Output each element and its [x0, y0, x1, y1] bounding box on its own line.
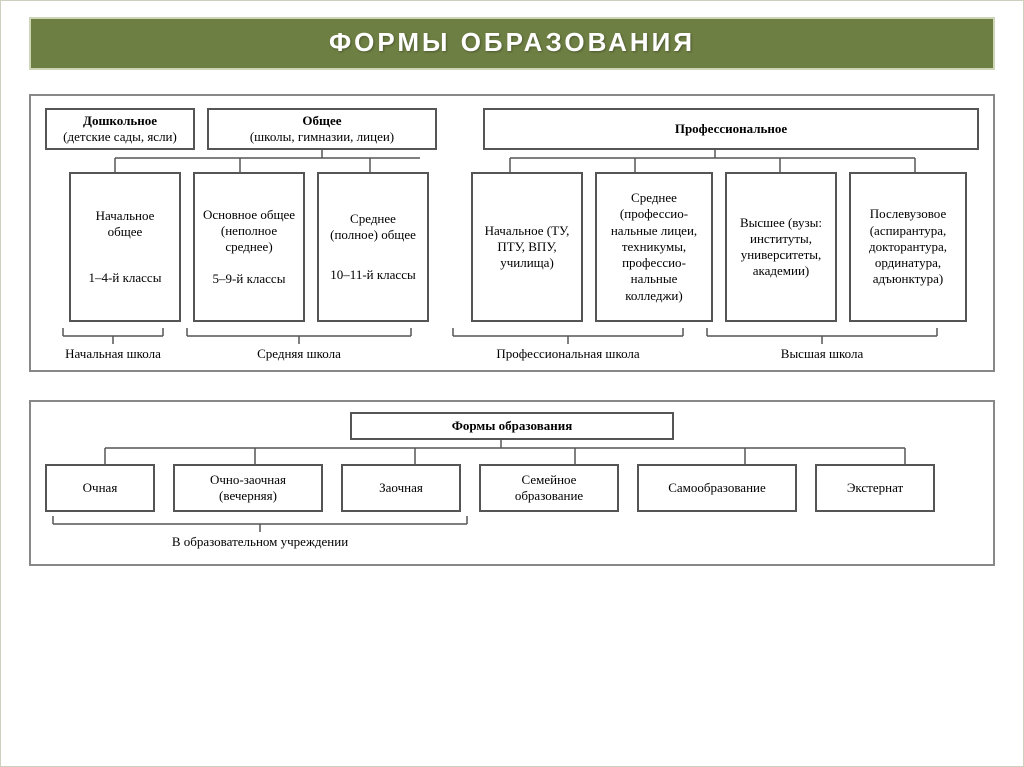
forms-row: Очная Очно-заочная (вечерняя) Заочная Се… [45, 464, 979, 512]
node-form-self: Самообразование [637, 464, 797, 512]
node-form-zaochnaya: Заочная [341, 464, 461, 512]
node-general: Общее (школы, гимназии, лицеи) [207, 108, 437, 150]
node-form-externat: Экстернат [815, 464, 935, 512]
bracket-secondary-school-label: Средняя школа [257, 346, 341, 362]
connector-forms [45, 440, 957, 464]
connector-top [45, 150, 957, 172]
node-professional: Профессиональное [483, 108, 979, 150]
node-basic-general: Основное общее (неполное среднее) 5–9-й … [193, 172, 305, 322]
bracket-professional-school-label: Профессиональная школа [496, 346, 639, 362]
node-prof-higher-title: Высшее (вузы: ин­ституты, универ­ситеты,… [733, 215, 829, 280]
node-form-ochnaya: Очная [45, 464, 155, 512]
page-title: ФОРМЫ ОБРАЗОВАНИЯ [29, 17, 995, 70]
node-prof-primary: Начальное (ТУ, ПТУ, ВПУ, училища) [471, 172, 583, 322]
node-form-family: Семейное образование [479, 464, 619, 512]
node-primary-general-title: Начальное общее [77, 208, 173, 241]
bracket-higher-school: Высшая школа [701, 328, 943, 362]
bracket-primary-school: Начальная школа [57, 328, 169, 362]
node-prof-secondary: Среднее (профессио­нальные лицеи, техник… [595, 172, 713, 322]
node-prof-postgrad: Послевузовое (аспирантура, докторантура,… [849, 172, 967, 322]
page: ФОРМЫ ОБРАЗОВАНИЯ Дошкольное (детские са… [0, 0, 1024, 767]
node-preschool-sub: (детские сады, ясли) [53, 129, 187, 145]
subcategory-row: Начальное общее 1–4-й классы Основное об… [45, 172, 979, 322]
node-professional-title: Профессиональное [491, 121, 971, 137]
node-basic-general-grades: 5–9-й классы [201, 271, 297, 287]
node-preschool-title: Дошкольное [53, 113, 187, 129]
node-preschool: Дошкольное (детские сады, ясли) [45, 108, 195, 150]
node-primary-general: Начальное общее 1–4-й классы [69, 172, 181, 322]
education-forms-panel: Формы образования Очная Очно-заочная (ве… [29, 400, 995, 566]
top-category-row: Дошкольное (детские сады, ясли) Общее (ш… [45, 108, 979, 150]
node-forms-root: Формы образования [350, 412, 674, 440]
node-secondary-general-grades: 10–11-й классы [325, 267, 421, 283]
node-secondary-general: Среднее (полное) общее 10–11-й классы [317, 172, 429, 322]
node-prof-primary-title: Начальное (ТУ, ПТУ, ВПУ, училища) [479, 223, 575, 272]
bracket-professional-school: Профессиональная школа [447, 328, 689, 362]
node-prof-secondary-title: Среднее (профессио­нальные лицеи, техник… [603, 190, 705, 304]
node-general-sub: (школы, гимназии, лицеи) [215, 129, 429, 145]
node-form-ochno-zaochnaya: Очно-заочная (вечерняя) [173, 464, 323, 512]
school-stage-brackets: Начальная школа Средняя школа Профессион… [45, 328, 979, 362]
bracket-primary-school-label: Начальная школа [65, 346, 161, 362]
bracket-higher-school-label: Высшая школа [781, 346, 863, 362]
education-types-panel: Дошкольное (детские сады, ясли) Общее (ш… [29, 94, 995, 372]
node-primary-general-grades: 1–4-й классы [77, 270, 173, 286]
institution-bracket-row: В образовательном учреждении [45, 516, 979, 550]
node-secondary-general-title: Среднее (полное) общее [325, 211, 421, 244]
node-basic-general-title: Основное общее (неполное среднее) [201, 207, 297, 256]
bracket-secondary-school: Средняя школа [181, 328, 417, 362]
node-general-title: Общее [215, 113, 429, 129]
node-prof-higher: Высшее (вузы: ин­ституты, универ­ситеты,… [725, 172, 837, 322]
bracket-institution: В образовательном учреждении [45, 516, 475, 550]
bracket-institution-label: В образовательном учреждении [172, 534, 348, 550]
node-prof-postgrad-title: Послевузовое (аспирантура, докторантура,… [857, 206, 959, 287]
